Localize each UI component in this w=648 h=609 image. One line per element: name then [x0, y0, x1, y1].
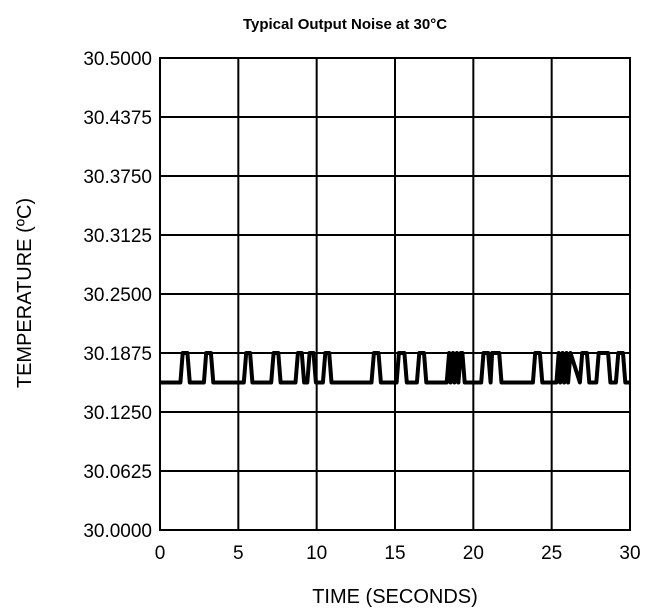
y-tick-labels: 30.5000 30.4375 30.3750 30.3125 30.2500 30.18…: [83, 49, 152, 542]
y-tick-label: 30.1250: [83, 403, 152, 424]
y-tick-label: 30.3750: [83, 167, 152, 188]
y-axis-label: TEMPERATURE (ºC): [14, 198, 36, 388]
series-line: [160, 351, 630, 385]
x-tick-label: 0: [155, 543, 166, 564]
grid: [160, 58, 630, 530]
y-tick-label: 30.0000: [83, 521, 152, 542]
y-tick-label: 30.1875: [83, 344, 152, 365]
x-tick-label: 30: [619, 543, 640, 564]
y-tick-label: 30.3125: [83, 226, 152, 247]
plot-frame: [159, 57, 631, 531]
chart-title: Typical Output Noise at 30°C: [243, 16, 447, 33]
x-tick-label: 10: [306, 543, 327, 564]
y-tick-label: 30.2500: [83, 285, 152, 306]
x-axis-label: TIME (SECONDS): [312, 586, 478, 608]
y-tick-label: 30.5000: [83, 49, 152, 70]
x-tick-label: 5: [233, 543, 244, 564]
x-tick-label: 20: [463, 543, 484, 564]
x-tick-label: 15: [384, 543, 405, 564]
y-tick-label: 30.0625: [83, 462, 152, 483]
x-tick-label: 25: [541, 543, 562, 564]
series-layer: [160, 351, 630, 385]
y-tick-label: 30.4375: [83, 108, 152, 129]
x-tick-labels: 0 5 10 15 20 25 30: [155, 543, 641, 564]
